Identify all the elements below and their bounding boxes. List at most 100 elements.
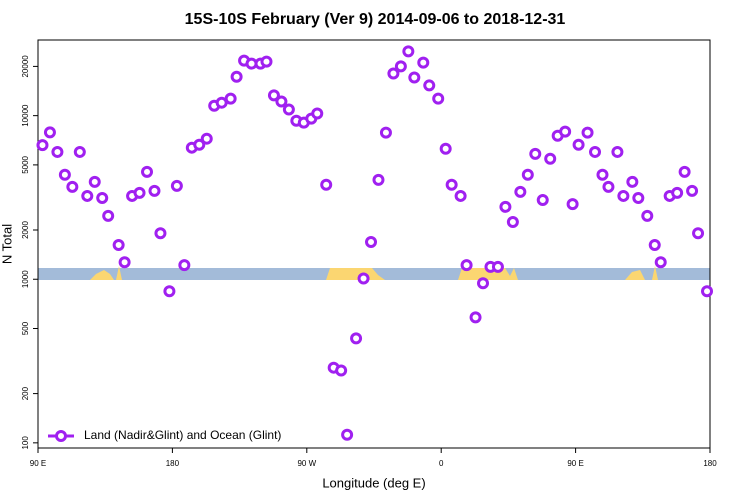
x-tick-label: 180 [166,459,180,468]
data-point [88,175,101,188]
data-point [506,215,519,228]
data-point [320,178,333,191]
x-tick-label: 90 W [297,459,316,468]
data-point [514,185,527,198]
data-point [521,168,534,181]
data-point [602,180,615,193]
data-point [686,184,699,197]
data-point [36,139,49,152]
data-point [51,145,64,158]
data-point [417,56,430,69]
data-point [692,227,705,240]
data-point [544,152,557,165]
data-point [66,180,79,193]
data-point [141,165,154,178]
data-point [529,147,542,160]
legend-label: Land (Nadir&Glint) and Ocean (Glint) [84,428,281,442]
data-point [102,209,115,222]
data-point [701,285,714,298]
data-point [491,260,504,273]
data-point [200,132,213,145]
data-point [445,178,458,191]
data-point [611,145,624,158]
data-point [617,189,630,202]
data-point [559,125,572,138]
x-tick-label: 90 E [567,459,583,468]
data-point [454,189,467,202]
data-point [215,96,228,109]
y-tick-label: 5000 [21,155,30,173]
data-point [260,55,273,68]
y-tick-label: 1000 [21,270,30,288]
data-point [230,70,243,83]
y-axis-label: N Total [0,224,14,264]
data-point [118,256,131,269]
land-patch [116,266,122,280]
data-point [394,60,407,73]
data-point [73,145,86,158]
data-point [43,126,56,139]
data-point [572,138,585,151]
data-point [460,259,473,272]
data-point [387,67,400,80]
data-point [178,259,191,272]
x-axis-label: Longitude (deg E) [322,475,425,490]
data-point [170,179,183,192]
data-point [148,184,161,197]
data-point [402,45,415,58]
data-point [341,428,354,441]
data-point [581,126,594,139]
plot-frame [37,39,711,449]
land-patch [652,266,658,280]
data-point [357,272,370,285]
y-tick-label: 20000 [21,55,30,78]
data-point [311,107,324,120]
land-patch [326,268,385,280]
data-point [365,235,378,248]
data-point [626,175,639,188]
data-point [469,311,482,324]
chart-title: 15S-10S February (Ver 9) 2014-09-06 to 2… [185,11,566,28]
data-point [267,89,280,102]
legend-marker [55,430,67,442]
y-tick-label: 100 [21,436,30,450]
land-ocean-band [38,266,710,280]
data-point [350,332,363,345]
data-point [154,227,167,240]
x-tick-label: 180 [703,459,717,468]
data-point [372,173,385,186]
land-patch [625,270,645,280]
data-point [224,92,237,105]
data-point [432,92,445,105]
data-point [379,126,392,139]
y-tick-label: 10000 [21,104,30,127]
data-point [641,209,654,222]
y-tick-label: 200 [21,386,30,400]
x-tick-label: 90 E [30,459,46,468]
data-point [335,364,348,377]
land-patch [90,270,114,280]
data-point [671,186,684,199]
data-point [596,168,609,181]
data-point [282,103,295,116]
data-point [536,194,549,207]
y-tick-label: 500 [21,321,30,335]
data-point [477,277,490,290]
data-point [112,238,125,251]
data-point [193,138,206,151]
data-point [133,186,146,199]
data-point [423,79,436,92]
data-point [163,285,176,298]
data-point [566,198,579,211]
data-point [96,191,109,204]
land-patch [458,268,518,280]
data-point [58,168,71,181]
y-tick-label: 2000 [21,221,30,239]
data-point [439,142,452,155]
data-point [275,95,288,108]
data-point [408,71,421,84]
data-point [81,189,94,202]
data-point [589,145,602,158]
x-tick-label: 0 [439,459,444,468]
